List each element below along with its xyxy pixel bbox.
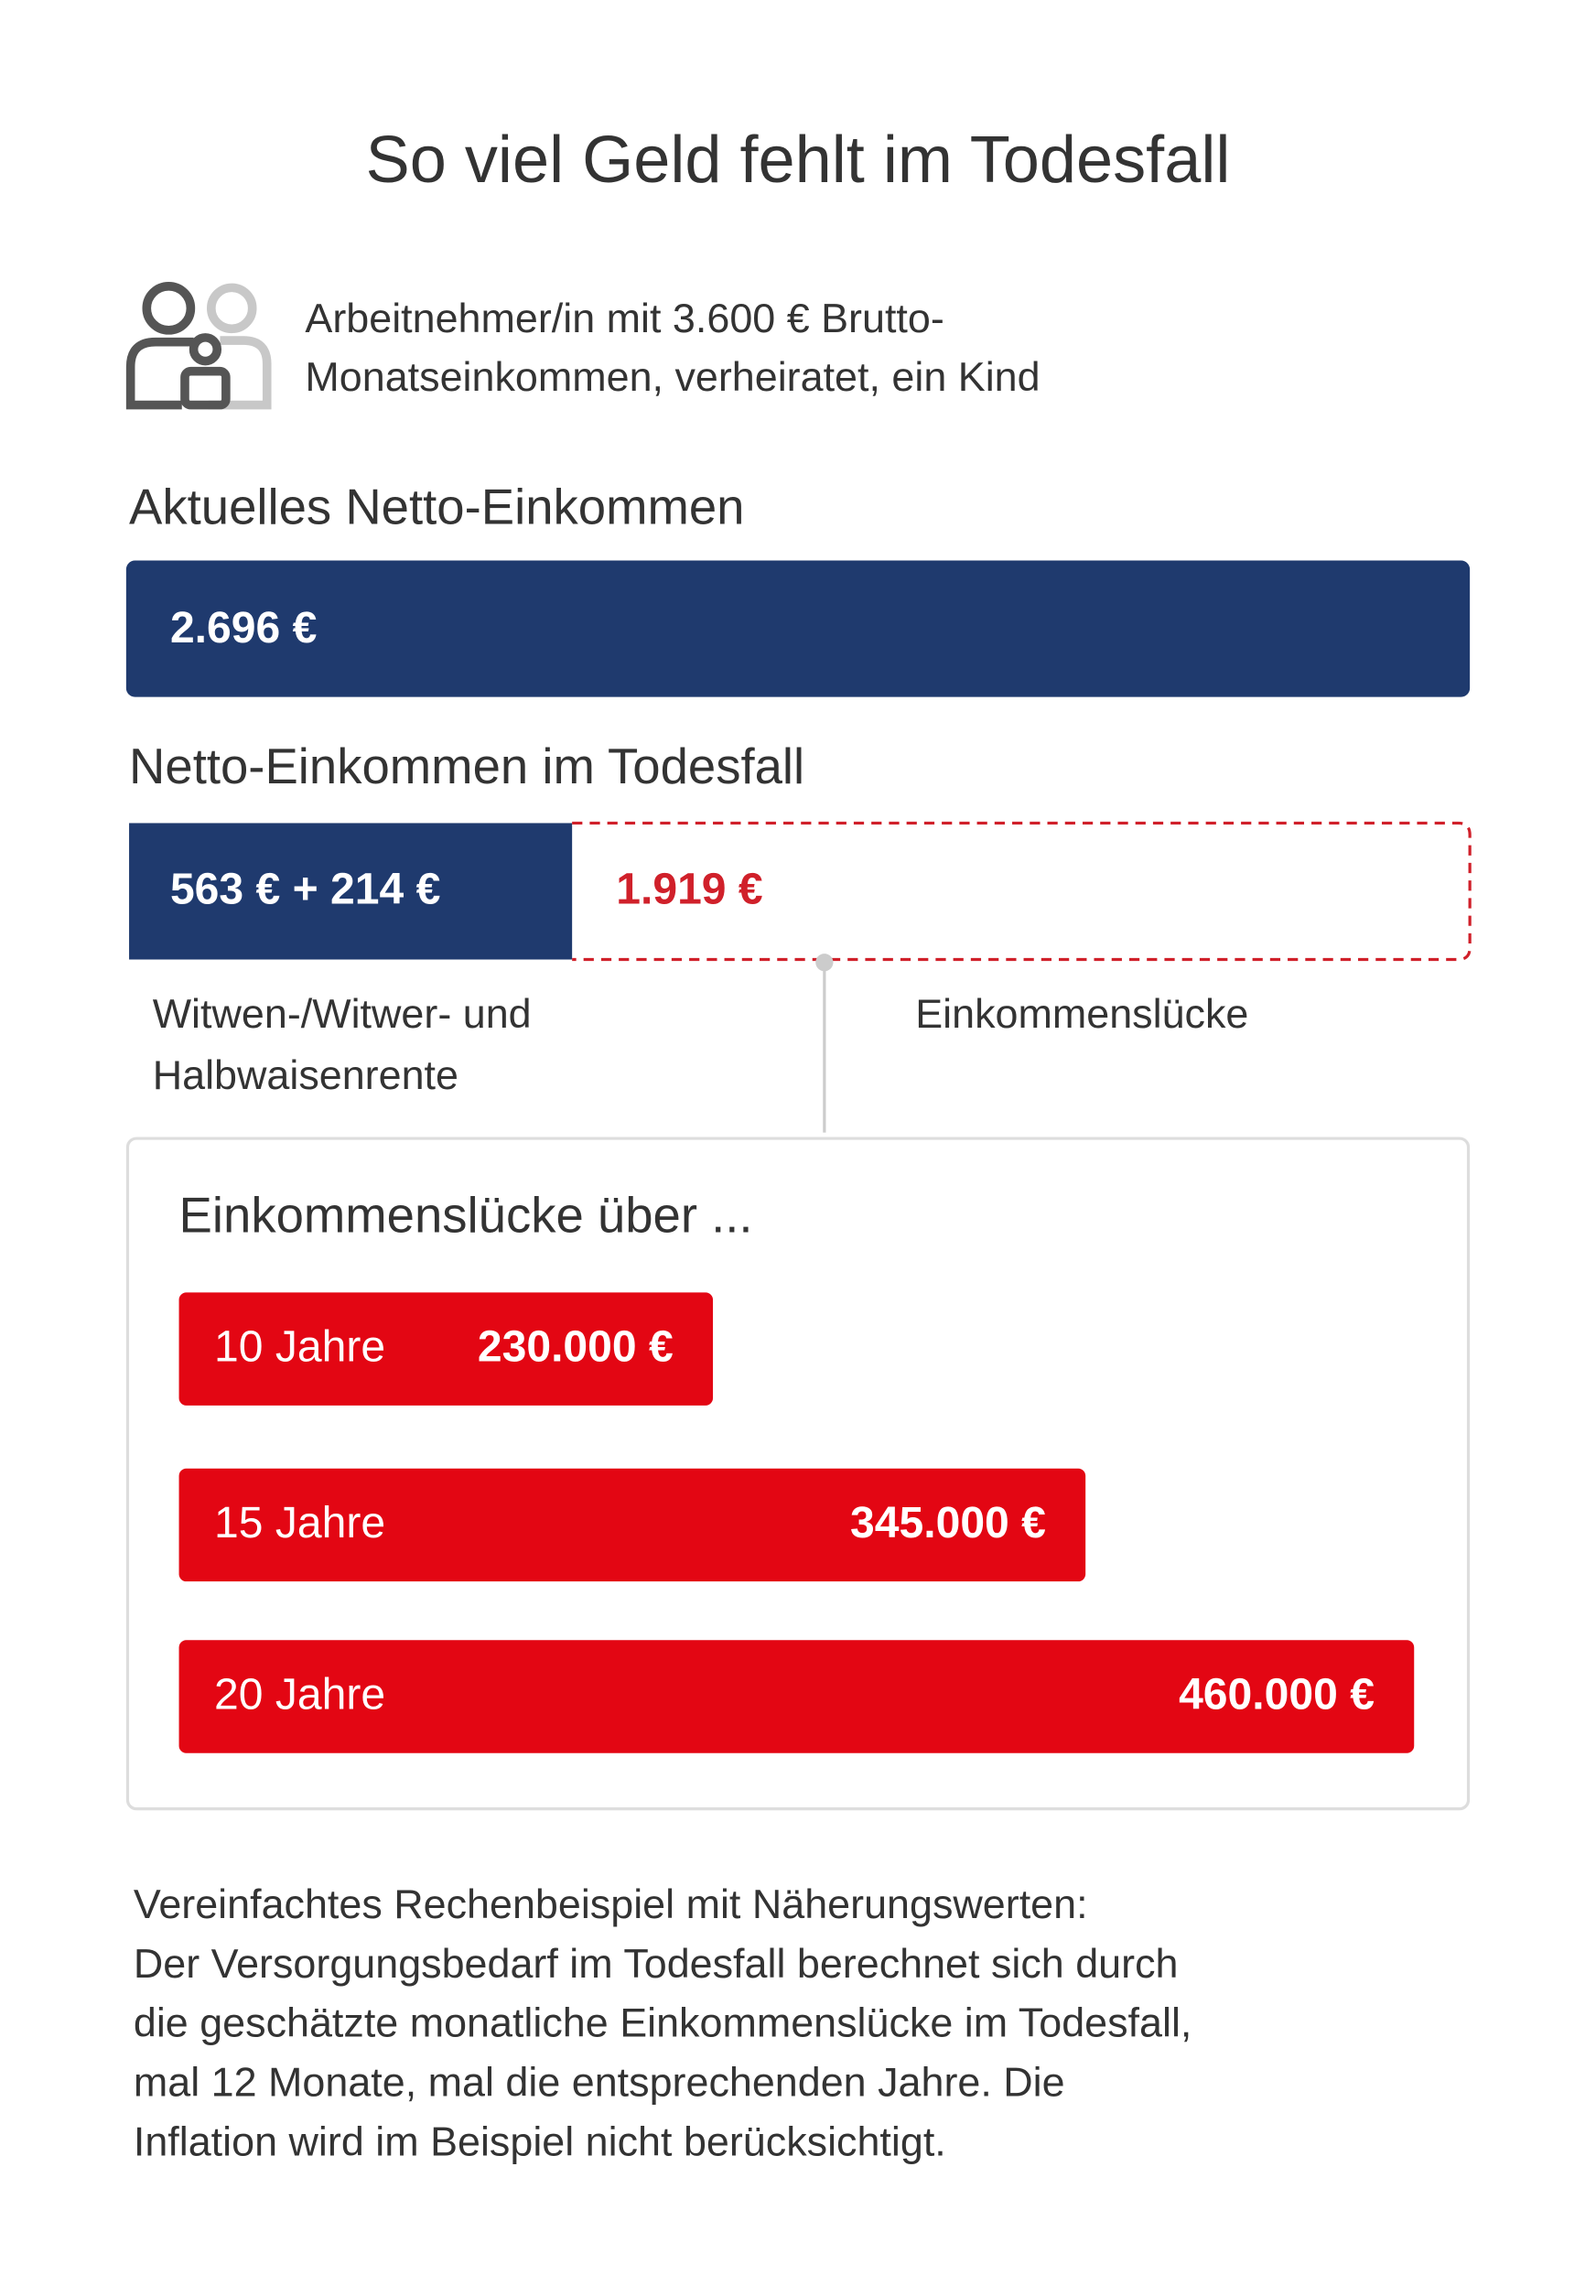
pension-bar: [129, 823, 573, 960]
footnote-line: die geschätzte monatliche Einkommenslück…: [134, 2000, 1192, 2046]
gap-box-title: Einkommenslücke über ...: [179, 1188, 753, 1244]
footnote-line: Vereinfachtes Rechenbeispiel mit Näherun…: [134, 1881, 1088, 1927]
pension-value: 563 € + 214 €: [170, 864, 440, 913]
gap-row-bar: [178, 1292, 714, 1406]
footnote-line: mal 12 Monate, mal die entsprechenden Ja…: [134, 2059, 1065, 2106]
pension-label: Witwen-/Witwer- und: [153, 990, 532, 1037]
section-heading: Netto-Einkommen im Todesfall: [129, 738, 804, 794]
pension-label: Halbwaisenrente: [153, 1051, 458, 1098]
footnote-line: Der Versorgungsbedarf im Todesfall berec…: [134, 1940, 1179, 1987]
gap-row-amount: 230.000 €: [478, 1322, 674, 1372]
gap-label: Einkommenslücke: [915, 990, 1248, 1037]
footnote: Vereinfachtes Rechenbeispiel mit Näherun…: [134, 1881, 1192, 2165]
gap-row-bar: [178, 1640, 1415, 1753]
current-income-bar: [125, 560, 1471, 697]
profile-line: Arbeitnehmer/in mit 3.600 € Brutto-: [305, 295, 944, 341]
gap-rows: 10 Jahre 230.000 € 15 Jahre 345.000 € 20 Jah…: [178, 1292, 1415, 1753]
section-heading: Aktuelles Netto-Einkommen: [129, 479, 744, 534]
gap-value: 1.919 €: [616, 864, 762, 913]
profile-line: Monatseinkommen, verheiratet, ein Kind: [305, 353, 1040, 400]
gap-row-period: 10 Jahre: [214, 1322, 385, 1372]
connector-dot: [815, 954, 834, 972]
gap-row-bar: [178, 1468, 1086, 1582]
people-icon: [125, 281, 272, 410]
gap-row-period: 20 Jahre: [214, 1670, 385, 1719]
gap-row-amount: 345.000 €: [850, 1498, 1046, 1547]
current-income-value: 2.696 €: [170, 603, 317, 652]
footnote-line: Inflation wird im Beispiel nicht berücks…: [134, 2118, 946, 2165]
gap-row-period: 15 Jahre: [214, 1498, 385, 1547]
gap-row-amount: 460.000 €: [1179, 1670, 1375, 1719]
title: So viel Geld fehlt im Todesfall: [366, 124, 1231, 197]
